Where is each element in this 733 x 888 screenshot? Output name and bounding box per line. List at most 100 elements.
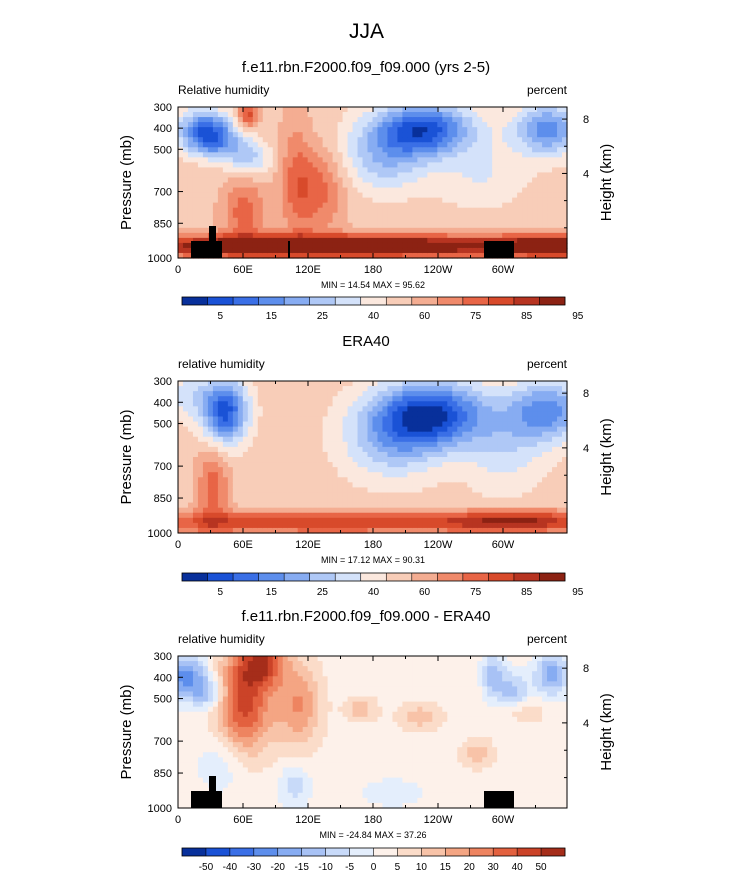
field-cell bbox=[442, 197, 448, 204]
field-cell bbox=[512, 502, 518, 509]
field-cell bbox=[402, 512, 409, 519]
field-cell bbox=[452, 247, 458, 254]
field-cell bbox=[357, 527, 364, 534]
field-cell bbox=[227, 431, 234, 438]
field-cell bbox=[387, 252, 394, 259]
field-cell bbox=[352, 202, 359, 209]
field-cell bbox=[192, 227, 199, 234]
field-cell bbox=[477, 411, 483, 418]
field-cell bbox=[207, 517, 214, 524]
field-cell bbox=[277, 242, 284, 249]
field-cell bbox=[337, 441, 344, 448]
field-cell bbox=[397, 512, 404, 519]
field-cell bbox=[427, 477, 433, 483]
field-cell bbox=[297, 232, 304, 239]
field-cell bbox=[422, 252, 428, 259]
field-cell bbox=[242, 152, 249, 158]
field-cell bbox=[227, 441, 234, 448]
field-cell bbox=[182, 716, 189, 723]
field-cell bbox=[252, 517, 259, 524]
field-cell bbox=[247, 431, 254, 438]
field-cell bbox=[372, 212, 379, 219]
field-cell bbox=[178, 691, 184, 698]
field-cell bbox=[387, 212, 394, 219]
field-cell bbox=[307, 207, 314, 214]
field-cell bbox=[178, 122, 184, 128]
field-cell bbox=[192, 197, 199, 204]
field-cell bbox=[397, 431, 404, 438]
field-cell bbox=[237, 157, 244, 163]
field-cell bbox=[187, 686, 194, 693]
field-cell bbox=[547, 172, 553, 179]
field-cell bbox=[197, 152, 204, 158]
field-cell bbox=[207, 457, 214, 463]
field-cell bbox=[247, 122, 254, 128]
field-cell bbox=[497, 401, 503, 407]
field-cell bbox=[392, 227, 399, 234]
field-cell bbox=[242, 482, 249, 488]
field-cell bbox=[427, 252, 433, 259]
field-cell bbox=[207, 137, 214, 143]
field-cell bbox=[522, 227, 528, 234]
field-cell bbox=[487, 237, 493, 244]
field-cell bbox=[322, 507, 329, 514]
field-cell bbox=[527, 507, 533, 514]
field-cell bbox=[522, 451, 528, 458]
field-cell bbox=[302, 177, 309, 184]
field-cell bbox=[307, 411, 314, 418]
field-cell bbox=[362, 202, 369, 209]
field-cell bbox=[502, 386, 508, 392]
field-cell bbox=[552, 132, 558, 138]
field-cell bbox=[287, 381, 294, 387]
field-cell bbox=[357, 227, 364, 234]
field-cell bbox=[337, 492, 344, 499]
field-cell bbox=[557, 142, 563, 148]
field-cell bbox=[532, 142, 538, 148]
field-cell bbox=[178, 391, 184, 397]
field-cell bbox=[322, 197, 329, 204]
field-cell bbox=[227, 112, 234, 118]
field-cell bbox=[437, 457, 443, 463]
field-cell bbox=[187, 247, 194, 254]
field-cell bbox=[432, 157, 438, 163]
field-cell bbox=[357, 252, 364, 259]
field-cell bbox=[262, 157, 269, 163]
field-cell bbox=[187, 451, 194, 458]
field-cell bbox=[267, 411, 274, 418]
field-cell bbox=[182, 197, 189, 204]
field-cell bbox=[237, 167, 244, 174]
field-cell bbox=[232, 192, 239, 199]
field-cell bbox=[182, 222, 189, 229]
field-cell bbox=[512, 207, 518, 214]
field-cell bbox=[322, 497, 329, 504]
field-cell bbox=[252, 396, 259, 402]
field-cell bbox=[367, 132, 374, 138]
field-cell bbox=[462, 441, 468, 448]
field-cell bbox=[537, 436, 543, 443]
field-cell bbox=[322, 462, 329, 468]
field-cell bbox=[372, 232, 379, 239]
field-cell bbox=[302, 522, 309, 529]
field-cell bbox=[302, 192, 309, 199]
field-cell bbox=[507, 467, 513, 473]
field-cell bbox=[517, 482, 523, 488]
field-cell bbox=[472, 497, 478, 504]
field-cell bbox=[267, 502, 274, 509]
field-cell bbox=[222, 247, 229, 254]
field-cell bbox=[437, 436, 443, 443]
field-cell bbox=[367, 212, 374, 219]
field-cell bbox=[537, 232, 543, 239]
field-cell bbox=[477, 167, 483, 174]
field-cell bbox=[532, 112, 538, 118]
field-cell bbox=[252, 157, 259, 163]
field-cell bbox=[422, 247, 428, 254]
field-cell bbox=[297, 517, 304, 524]
field-cell bbox=[492, 207, 498, 214]
field-cell bbox=[272, 467, 279, 473]
field-cell bbox=[532, 441, 538, 448]
field-cell bbox=[397, 182, 404, 189]
field-cell bbox=[477, 222, 483, 229]
field-cell bbox=[342, 242, 349, 249]
field-cell bbox=[347, 192, 354, 199]
field-cell bbox=[372, 112, 379, 118]
